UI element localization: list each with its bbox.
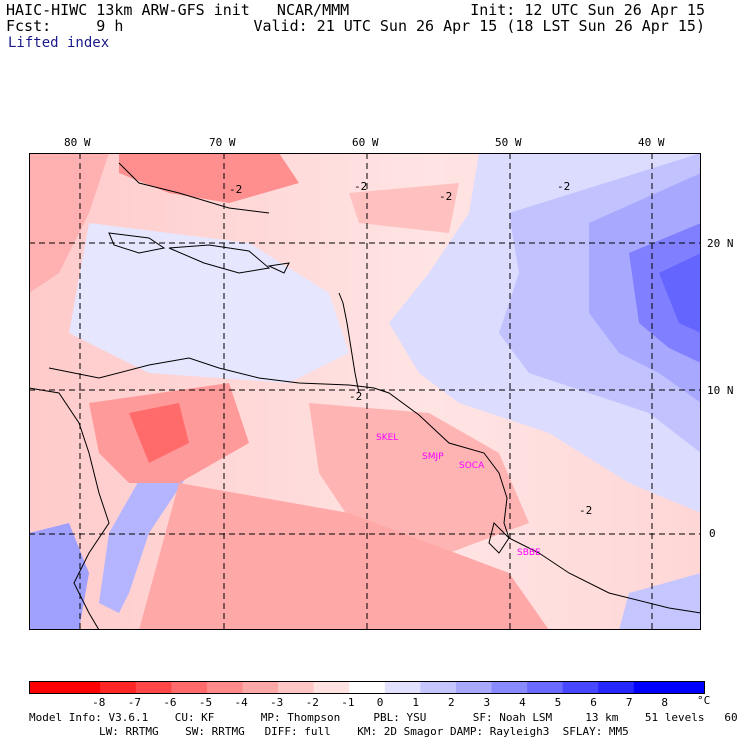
init-time: Init: 12 UTC Sun 26 Apr 15 [470,1,705,19]
colorbar-tick-label: -4 [234,696,248,709]
station-label: SKEL [376,433,398,443]
lat-lon-grid [29,153,701,630]
contour-label: -2 [349,390,362,403]
stable-region [29,153,701,630]
contour-label: -2 [354,180,367,193]
colorbar [29,681,705,694]
colorbar-tick-label: -3 [270,696,284,709]
contour-label: -2 [557,180,570,193]
station-label: SBBE [517,548,541,558]
forecast-hour: Fcst: 9 h [6,17,124,35]
lon-label-70w: 70 W [209,136,236,149]
colorbar-segment [171,681,208,694]
colorbar-segment [669,681,705,694]
colorbar-tick-label: -1 [341,696,355,709]
colorbar-segment [278,681,315,694]
lon-label-50w: 50 W [495,136,522,149]
colorbar-segment [349,681,386,694]
model-info-line2: LW: RRTMG SW: RRTMG DIFF: full KM: 2D Sm… [99,725,629,738]
station-label: SOCA [459,461,485,471]
colorbar-tick-label: -8 [92,696,106,709]
lat-label-equator: 0 [709,527,716,540]
contour-label: -2 [579,504,592,517]
lon-label-80w: 80 W [64,136,91,149]
colorbar-tick-label: 3 [483,696,491,709]
colorbar-segment [491,681,528,694]
model-info-line1: Model Info: V3.6.1 CU: KF MP: Thompson P… [29,711,740,724]
colorbar-segment [206,681,243,694]
contour-label: -2 [439,190,452,203]
colorbar-segment [562,681,599,694]
colorbar-segment [633,681,670,694]
colorbar-segment [598,681,635,694]
lifted-index-map: -2 -2 -2 -2 -2 -2 SKEL SMJP SOCA SBBE [29,153,701,630]
colorbar-tick-label: -5 [198,696,213,709]
colorbar-tick-label: -2 [305,696,319,709]
colorbar-segment [527,681,564,694]
field-name: Lifted index [8,35,110,51]
lat-label-20n: 20 N [707,237,734,250]
colorbar-tick-label: -7 [127,696,141,709]
colorbar-tick-label: 0 [376,696,384,709]
coastlines [29,162,701,630]
colorbar-tick-label: 6 [590,696,597,709]
colorbar-tick-label: 1 [412,696,419,709]
colorbar-tick-label: 7 [625,696,633,709]
colorbar-segment [100,681,137,694]
colorbar-tick-label: 5 [554,696,562,709]
colorbar-segment [384,681,421,694]
contour-label: -2 [229,183,242,196]
colorbar-tick-label: -6 [163,696,177,709]
lon-label-40w: 40 W [638,136,665,149]
lon-label-60w: 60 W [352,136,379,149]
colorbar-segment [420,681,457,694]
valid-time: Valid: 21 UTC Sun 26 Apr 15 (18 LST Sun … [253,17,705,35]
colorbar-segment [455,681,493,694]
colorbar-segment [242,681,279,694]
unstable-region [29,153,549,630]
model-title: HAIC-HIWC 13km ARW-GFS init NCAR/MMM [6,1,350,19]
colorbar-tick-label: 8 [661,696,669,709]
colorbar-segment [64,681,101,694]
colorbar-segment [135,681,172,694]
colorbar-segment [313,681,350,694]
map-frame [29,153,701,630]
colorbar-tick-label: 2 [447,696,455,709]
colorbar-tick-label: 4 [519,696,526,709]
lat-label-10n: 10 N [707,384,734,397]
colorbar-unit: °C [697,694,711,707]
colorbar-segment [29,681,66,694]
station-label: SMJP [422,452,444,462]
